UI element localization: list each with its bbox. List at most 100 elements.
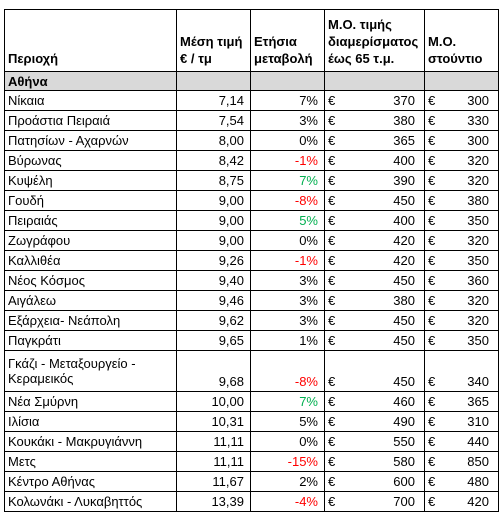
studio-cell: €420 — [424, 491, 499, 512]
currency-symbol: € — [428, 293, 436, 308]
change-cell: 7% — [250, 170, 325, 191]
apartment-value: 400 — [393, 153, 415, 168]
currency-symbol: € — [428, 273, 436, 288]
area-cell: Προάστια Πειραιά — [4, 110, 177, 131]
currency-symbol: € — [428, 113, 436, 128]
table-row: Νίκαια 7,14 7% €370 €300 — [4, 90, 499, 111]
studio-value: 310 — [467, 414, 489, 429]
studio-value: 300 — [467, 133, 489, 148]
price-cell: 7,54 — [176, 110, 251, 131]
area-cell: Καλλιθέα — [4, 250, 177, 271]
studio-value: 850 — [467, 454, 489, 469]
apartment-cell: €380 — [324, 290, 425, 311]
table-row: Πατησίων - Αχαρνών 8,00 0% €365 €300 — [4, 130, 499, 151]
apartment-cell: €420 — [324, 230, 425, 251]
table-row: Προάστια Πειραιά 7,54 3% €380 €330 — [4, 110, 499, 131]
studio-cell: €365 — [424, 391, 499, 412]
apartment-value: 460 — [393, 394, 415, 409]
area-cell: Νέος Κόσμος — [4, 270, 177, 291]
currency-symbol: € — [428, 193, 436, 208]
apartment-cell: €490 — [324, 411, 425, 432]
area-cell: Πειραιάς — [4, 210, 177, 231]
change-cell: 7% — [250, 391, 325, 412]
currency-symbol: € — [428, 333, 436, 348]
price-cell: 9,00 — [176, 210, 251, 231]
currency-symbol: € — [328, 253, 336, 268]
currency-symbol: € — [428, 494, 436, 509]
studio-value: 320 — [467, 153, 489, 168]
change-cell: 3% — [250, 110, 325, 131]
studio-cell: €380 — [424, 190, 499, 211]
change-cell: -1% — [250, 150, 325, 171]
currency-symbol: € — [428, 313, 436, 328]
header-avg-apartment: Μ.Ο. τιμής διαμερίσματος έως 65 τ.μ. — [324, 9, 425, 72]
price-cell: 9,00 — [176, 190, 251, 211]
studio-cell: €440 — [424, 431, 499, 452]
apartment-cell: €450 — [324, 270, 425, 291]
currency-symbol: € — [428, 394, 436, 409]
currency-symbol: € — [328, 434, 336, 449]
currency-symbol: € — [428, 474, 436, 489]
currency-symbol: € — [428, 374, 436, 389]
currency-symbol: € — [328, 394, 336, 409]
table-row: Κυψέλη 8,75 7% €390 €320 — [4, 170, 499, 191]
studio-value: 320 — [467, 293, 489, 308]
table-row: Κουκάκι - Μακρυγιάννη 11,11 0% €550 €440 — [4, 431, 499, 452]
change-cell: 7% — [250, 90, 325, 111]
header-row: Περιοχή Μέση τιμή € / τμ Ετήσια μεταβολή… — [4, 9, 499, 72]
table-row: Ιλίσια 10,31 5% €490 €310 — [4, 411, 499, 432]
area-cell: Αιγάλεω — [4, 290, 177, 311]
apartment-cell: €580 — [324, 451, 425, 472]
apartment-value: 450 — [393, 193, 415, 208]
currency-symbol: € — [428, 213, 436, 228]
apartment-cell: €390 — [324, 170, 425, 191]
studio-value: 330 — [467, 113, 489, 128]
apartment-cell: €450 — [324, 350, 425, 392]
price-cell: 9,68 — [176, 350, 251, 392]
apartment-value: 420 — [393, 253, 415, 268]
currency-symbol: € — [328, 173, 336, 188]
studio-cell: €320 — [424, 230, 499, 251]
studio-value: 420 — [467, 494, 489, 509]
apartment-cell: €460 — [324, 391, 425, 412]
apartment-cell: €380 — [324, 110, 425, 131]
studio-cell: €310 — [424, 411, 499, 432]
apartment-value: 600 — [393, 474, 415, 489]
price-cell: 9,26 — [176, 250, 251, 271]
change-cell: 0% — [250, 230, 325, 251]
apartment-cell: €450 — [324, 190, 425, 211]
currency-symbol: € — [328, 93, 336, 108]
area-cell: Παγκράτι — [4, 330, 177, 351]
price-cell: 9,65 — [176, 330, 251, 351]
currency-symbol: € — [428, 93, 436, 108]
apartment-value: 580 — [393, 454, 415, 469]
apartment-cell: €420 — [324, 250, 425, 271]
apartment-value: 490 — [393, 414, 415, 429]
studio-value: 300 — [467, 93, 489, 108]
header-avg-price: Μέση τιμή € / τμ — [176, 9, 251, 72]
table-row: Βύρωνας 8,42 -1% €400 €320 — [4, 150, 499, 171]
apartment-value: 380 — [393, 293, 415, 308]
studio-value: 340 — [467, 374, 489, 389]
change-cell: 0% — [250, 431, 325, 452]
currency-symbol: € — [328, 454, 336, 469]
price-cell: 13,39 — [176, 491, 251, 512]
area-cell: Εξάρχεια- Νεάπολη — [4, 310, 177, 331]
apartment-cell: €600 — [324, 471, 425, 492]
header-avg-studio: Μ.Ο. στούντιο — [424, 9, 499, 72]
studio-cell: €350 — [424, 330, 499, 351]
apartment-value: 700 — [393, 494, 415, 509]
studio-cell: €330 — [424, 110, 499, 131]
apartment-value: 450 — [393, 273, 415, 288]
change-cell: 3% — [250, 290, 325, 311]
currency-symbol: € — [428, 233, 436, 248]
apartment-value: 450 — [393, 313, 415, 328]
currency-symbol: € — [328, 494, 336, 509]
apartment-value: 450 — [393, 374, 415, 389]
currency-symbol: € — [328, 133, 336, 148]
currency-symbol: € — [428, 434, 436, 449]
price-cell: 9,62 — [176, 310, 251, 331]
apartment-value: 400 — [393, 213, 415, 228]
area-cell: Κολωνάκι - Λυκαβηττός — [4, 491, 177, 512]
section-row: Αθήνα — [4, 71, 499, 91]
